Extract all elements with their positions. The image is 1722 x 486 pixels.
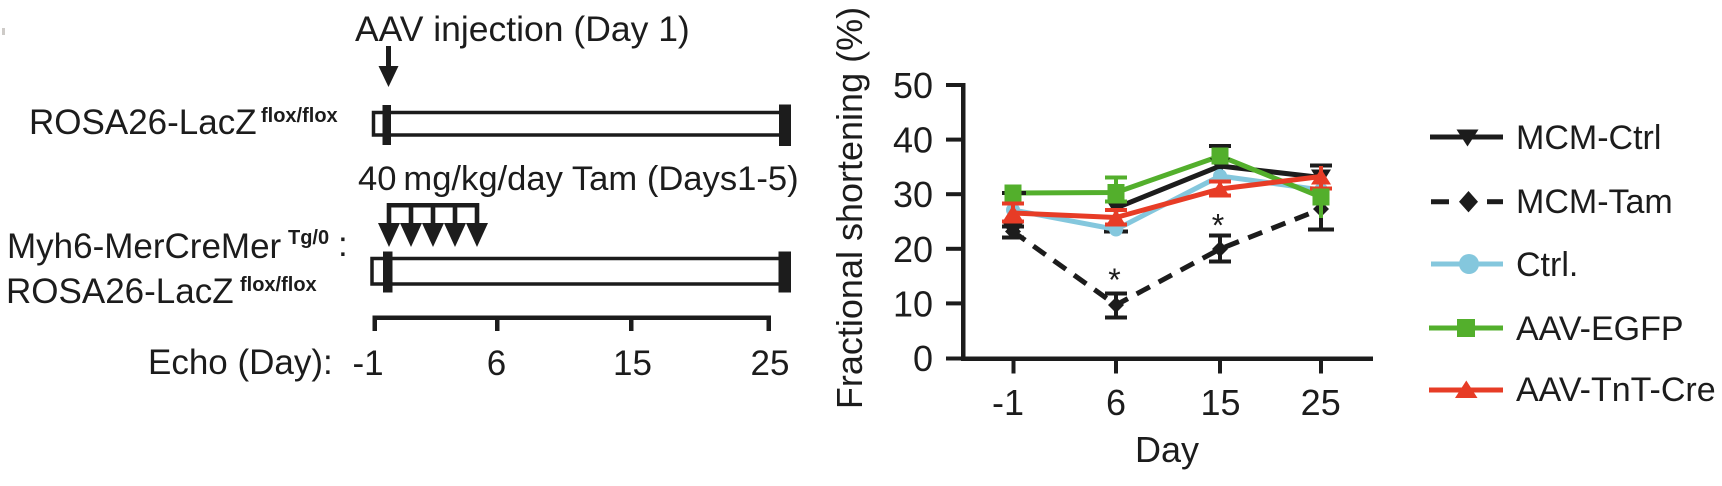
svg-text:flox/flox: flox/flox xyxy=(240,274,317,296)
svg-text:-1: -1 xyxy=(992,382,1024,423)
svg-text:15: 15 xyxy=(613,344,652,383)
svg-text:0: 0 xyxy=(913,338,933,379)
svg-text:*: * xyxy=(1212,208,1224,244)
svg-text:6: 6 xyxy=(487,344,506,383)
svg-text:ROSA26-LacZ: ROSA26-LacZ xyxy=(29,103,257,142)
svg-text:Echo (Day):: Echo (Day): xyxy=(148,343,333,382)
svg-text:AAV injection (Day 1): AAV injection (Day 1) xyxy=(355,9,690,49)
svg-text:30: 30 xyxy=(893,174,933,215)
svg-text:25: 25 xyxy=(1301,382,1341,423)
svg-text:-1: -1 xyxy=(352,344,383,383)
svg-text:Fractional shortening (%): Fractional shortening (%) xyxy=(829,7,870,409)
svg-text:20: 20 xyxy=(893,229,933,270)
svg-text:AAV-TnT-Cre: AAV-TnT-Cre xyxy=(1516,371,1716,409)
svg-text:40 mg/kg/day Tam (Days1-5): 40 mg/kg/day Tam (Days1-5) xyxy=(358,160,799,198)
svg-text:25: 25 xyxy=(751,344,790,383)
svg-text:6: 6 xyxy=(1106,382,1126,423)
svg-text:40: 40 xyxy=(893,120,933,161)
svg-text:15: 15 xyxy=(1200,382,1240,423)
svg-text:ROSA26-LacZ: ROSA26-LacZ xyxy=(6,272,234,311)
svg-text:Ctrl.: Ctrl. xyxy=(1516,246,1578,284)
svg-text:50: 50 xyxy=(893,65,933,106)
svg-text:10: 10 xyxy=(893,283,933,324)
svg-text::: : xyxy=(338,225,348,264)
svg-text:AAV-EGFP: AAV-EGFP xyxy=(1516,310,1684,348)
svg-text:MCM-Ctrl: MCM-Ctrl xyxy=(1516,119,1661,157)
svg-text:MCM-Tam: MCM-Tam xyxy=(1516,183,1673,221)
svg-text:*: * xyxy=(1108,262,1120,298)
svg-text:Day: Day xyxy=(1135,429,1199,470)
svg-text:Myh6-MerCreMer: Myh6-MerCreMer xyxy=(7,227,282,266)
svg-text:Tg/0: Tg/0 xyxy=(288,227,329,249)
svg-text:flox/flox: flox/flox xyxy=(261,105,338,127)
